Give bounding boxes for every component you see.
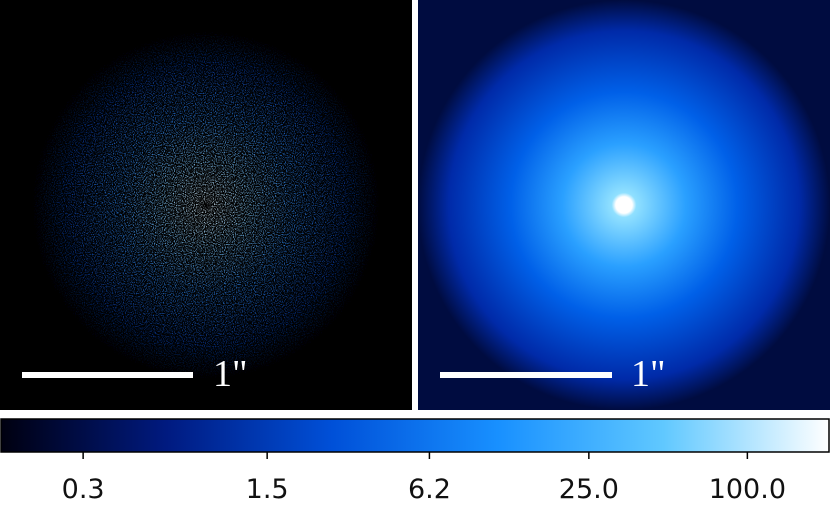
tick-label: 25.0 [559, 474, 619, 505]
scale-label: 1" [213, 353, 248, 395]
colorbar [0, 418, 830, 453]
scale-bar [22, 372, 193, 378]
scale-bar [440, 372, 612, 378]
tick-label: 0.3 [62, 474, 105, 505]
right-image [418, 0, 830, 410]
left-image [31, 30, 381, 380]
tick-label: 6.2 [408, 474, 451, 505]
tick-label: 1.5 [246, 474, 289, 505]
scale-label: 1" [631, 353, 666, 395]
tick-label: 100.0 [709, 474, 786, 505]
